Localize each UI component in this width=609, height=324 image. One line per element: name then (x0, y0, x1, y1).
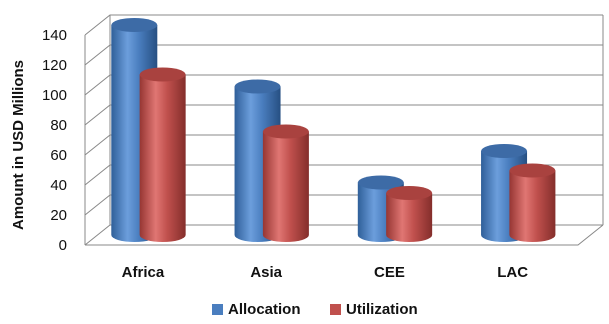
bar-top (234, 79, 281, 94)
y-tick-label: 100 (42, 87, 67, 104)
bar-cee-utilization (386, 186, 433, 243)
x-axis-categories: Africa Asia CEE LAC (122, 264, 529, 281)
bar-body (139, 74, 186, 242)
legend-item-utilization: Utilization (330, 301, 418, 318)
bar-africa-utilization (139, 67, 186, 242)
bar-body (509, 170, 556, 242)
bar-top (139, 67, 186, 82)
y-tick-label: 20 (50, 207, 67, 224)
bar-lac-utilization (509, 163, 556, 242)
legend-item-allocation: Allocation (212, 301, 301, 318)
bar-top (262, 124, 309, 139)
legend-label: Utilization (346, 301, 418, 318)
y-tick-label: 0 (59, 237, 67, 254)
y-tick-label: 40 (50, 177, 67, 194)
x-category-label: LAC (497, 264, 528, 281)
bar-top (357, 175, 404, 190)
y-tick-label: 140 (42, 27, 67, 44)
gridline (84, 14, 603, 36)
y-tick-label: 60 (50, 147, 67, 164)
y-tick-label: 80 (50, 117, 67, 134)
bar-top (509, 163, 556, 178)
x-category-label: CEE (374, 264, 405, 281)
bar-asia-utilization (262, 124, 309, 243)
legend: Allocation Utilization (212, 301, 418, 318)
gridlines (84, 14, 604, 246)
bar-body (262, 131, 309, 243)
bar-top (386, 186, 433, 200)
y-tick-label: 120 (42, 57, 67, 74)
bar-top (481, 144, 528, 158)
y-axis-label: Amount in USD Millions (10, 60, 27, 230)
bar-body (386, 193, 433, 243)
bar-top (111, 18, 158, 32)
floor-edge (85, 224, 604, 246)
gridline (84, 44, 603, 66)
legend-swatch (212, 304, 223, 315)
bars (111, 18, 556, 243)
legend-swatch (330, 304, 341, 315)
y-axis-ticks: 0 20 40 60 80 100 120 140 (42, 27, 67, 254)
x-category-label: Asia (250, 264, 282, 281)
legend-label: Allocation (228, 301, 301, 318)
x-category-label: Africa (122, 264, 165, 281)
